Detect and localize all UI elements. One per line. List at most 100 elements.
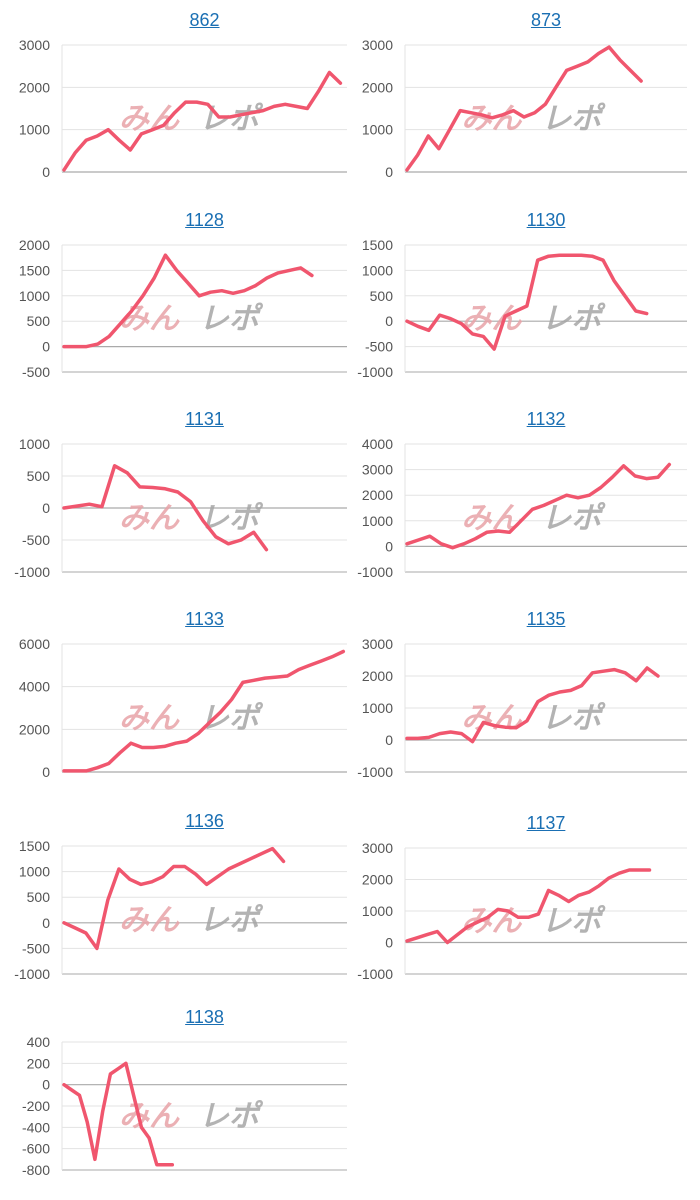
- y-tick-label: 1000: [362, 513, 393, 529]
- y-tick-label: -500: [22, 364, 50, 380]
- svg-text:みん: みん: [119, 701, 180, 736]
- y-tick-label: 0: [42, 164, 50, 180]
- y-tick-label: 1000: [19, 436, 50, 452]
- y-tick-label: 1000: [19, 864, 50, 880]
- series-line: [405, 45, 643, 172]
- y-tick-label: -400: [22, 1119, 50, 1135]
- y-tick-label: 0: [42, 915, 50, 931]
- svg-text:レポ: レポ: [541, 102, 606, 137]
- y-tick-label: -500: [22, 532, 50, 548]
- y-tick-label: 2000: [362, 872, 393, 888]
- chart-title-link[interactable]: 1128: [185, 210, 224, 230]
- y-tick-label: 0: [42, 1077, 50, 1093]
- y-tick-label: 0: [385, 538, 393, 554]
- svg-text:レポ: レポ: [541, 501, 606, 536]
- chart-title-link[interactable]: 1136: [185, 811, 224, 831]
- y-tick-label: -1000: [357, 764, 393, 780]
- svg-text:レポ: レポ: [199, 501, 264, 536]
- svg-text:みん: みん: [119, 302, 180, 337]
- svg-text:レポ: レポ: [199, 701, 264, 736]
- y-tick-label: 2000: [362, 487, 393, 503]
- y-tick-label: 1000: [362, 903, 393, 919]
- svg-text:みん: みん: [119, 1099, 180, 1134]
- svg-text:みん: みん: [461, 102, 522, 137]
- watermark-logo: みん レポ: [461, 102, 606, 137]
- svg-text:みん: みん: [119, 501, 180, 536]
- chart-title-link[interactable]: 1137: [526, 813, 566, 833]
- svg-text:みん: みん: [119, 903, 180, 938]
- series-line: [62, 70, 343, 172]
- y-tick-label: 3000: [19, 37, 50, 53]
- y-tick-label: -1000: [357, 966, 393, 982]
- y-tick-label: 2000: [362, 79, 393, 95]
- y-tick-label: 1000: [19, 122, 50, 138]
- y-tick-label: 3000: [362, 840, 393, 856]
- series-line: [405, 868, 652, 945]
- svg-text:レポ: レポ: [541, 701, 606, 736]
- y-tick-label: 500: [27, 313, 51, 329]
- y-tick-label: 1500: [19, 262, 50, 278]
- chart-title-link[interactable]: 1133: [185, 609, 224, 629]
- y-tick-label: 1500: [19, 838, 50, 854]
- y-tick-label: -500: [365, 339, 393, 355]
- watermark-logo: みん レポ: [461, 302, 606, 337]
- series-line: [62, 649, 346, 773]
- chart-title-link[interactable]: 1135: [526, 609, 566, 629]
- y-tick-label: 1500: [362, 237, 393, 253]
- series-line: [62, 846, 286, 951]
- y-tick-label: 1000: [362, 262, 393, 278]
- svg-text:みん: みん: [119, 102, 180, 137]
- y-tick-label: -1000: [357, 364, 393, 380]
- y-tick-label: -1000: [14, 966, 50, 982]
- y-tick-label: 2000: [362, 668, 393, 684]
- series-line: [62, 464, 269, 552]
- y-tick-label: 500: [27, 468, 51, 484]
- watermark-logo: みん レポ: [119, 501, 264, 536]
- chart-title-link[interactable]: 1138: [185, 1007, 224, 1027]
- y-tick-label: 3000: [362, 636, 393, 652]
- y-tick-label: -600: [22, 1141, 50, 1157]
- y-tick-label: 500: [27, 889, 51, 905]
- y-tick-label: 6000: [19, 636, 50, 652]
- watermark-logo: みん レポ: [461, 701, 606, 736]
- y-tick-label: 500: [370, 288, 394, 304]
- series-line: [405, 462, 672, 550]
- svg-text:レポ: レポ: [199, 1099, 264, 1134]
- watermark-logo: みん レポ: [119, 903, 264, 938]
- y-tick-label: 0: [385, 732, 393, 748]
- y-tick-label: 0: [42, 339, 50, 355]
- watermark-logo: みん レポ: [461, 501, 606, 536]
- y-tick-label: 0: [42, 764, 50, 780]
- svg-text:みん: みん: [461, 501, 522, 536]
- y-tick-label: 1000: [362, 700, 393, 716]
- chart-title-link[interactable]: 1131: [185, 409, 224, 429]
- y-tick-label: -200: [22, 1098, 50, 1114]
- y-tick-label: 2000: [19, 721, 50, 737]
- series-line: [62, 253, 314, 349]
- watermark-logo: みん レポ: [119, 302, 264, 337]
- series-line: [62, 1061, 175, 1167]
- svg-text:みん: みん: [461, 701, 522, 736]
- y-tick-label: 1000: [362, 122, 393, 138]
- chart-title-link[interactable]: 873: [530, 10, 562, 30]
- chart-title-link[interactable]: 1130: [526, 210, 566, 230]
- y-tick-label: 0: [42, 500, 50, 516]
- svg-text:みん: みん: [461, 904, 522, 939]
- y-tick-label: 3000: [362, 37, 393, 53]
- y-tick-label: 200: [27, 1055, 51, 1071]
- svg-text:レポ: レポ: [541, 302, 606, 337]
- svg-text:レポ: レポ: [199, 302, 264, 337]
- chart-title-link[interactable]: 862: [189, 10, 220, 30]
- y-tick-label: -500: [22, 940, 50, 956]
- y-tick-label: 0: [385, 164, 393, 180]
- y-tick-label: -1000: [14, 564, 50, 580]
- y-tick-label: 2000: [19, 237, 50, 253]
- chart-title-link[interactable]: 1132: [526, 409, 566, 429]
